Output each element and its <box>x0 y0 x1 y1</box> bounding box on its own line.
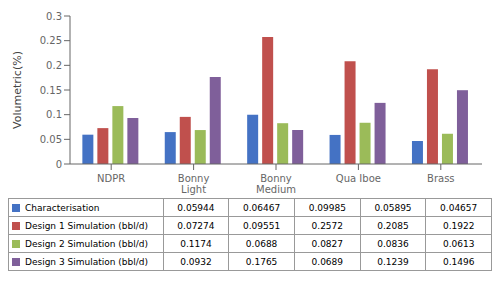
svg-text:Volumetric(%): Volumetric(%) <box>11 51 24 129</box>
svg-text:NDPR: NDPR <box>97 173 125 184</box>
html-text:0.05944: 0.05944 <box>177 203 215 213</box>
svg-text:0.25: 0.25 <box>40 35 62 46</box>
svg-text:Brass: Brass <box>427 173 455 184</box>
svg-text:0.1: 0.1 <box>46 109 62 120</box>
html-text:0.1765: 0.1765 <box>245 257 278 267</box>
html-text:Design 1 Simulation (bbl/d): Design 1 Simulation (bbl/d) <box>25 220 148 231</box>
html-text:0.05895: 0.05895 <box>374 203 412 213</box>
html-text:0.0613: 0.0613 <box>442 239 475 249</box>
html-text:0.06467: 0.06467 <box>243 203 281 213</box>
html-text:0.2085: 0.2085 <box>377 221 409 231</box>
svg-text:0.05: 0.05 <box>40 134 62 145</box>
html-text:0.1239: 0.1239 <box>377 257 409 267</box>
svg-text:0.15: 0.15 <box>40 85 62 96</box>
html-text:0.09985: 0.09985 <box>308 203 346 213</box>
html-text:0.07274: 0.07274 <box>177 221 215 231</box>
html-text:0.0836: 0.0836 <box>377 239 409 249</box>
svg-text:BonnyLight: BonnyLight <box>178 173 210 195</box>
html-text:0.09551: 0.09551 <box>243 221 281 231</box>
html-text:Design 3 Simulation (bbl/d): Design 3 Simulation (bbl/d) <box>25 256 148 267</box>
html-text:0.1922: 0.1922 <box>442 221 475 231</box>
html-text:0.1496: 0.1496 <box>442 257 475 267</box>
html-text:Characterisation: Characterisation <box>25 202 100 213</box>
html-text:0.0688: 0.0688 <box>245 239 278 249</box>
html-text:0.0932: 0.0932 <box>180 257 212 267</box>
html-text:0.0827: 0.0827 <box>311 239 343 249</box>
html-text:Design 2 Simulation (bbl/d): Design 2 Simulation (bbl/d) <box>25 238 148 249</box>
html-text:0.2572: 0.2572 <box>311 221 343 231</box>
html-text:0.04657: 0.04657 <box>440 203 478 213</box>
svg-text:0: 0 <box>56 159 62 170</box>
svg-text:0.2: 0.2 <box>46 60 62 71</box>
svg-text:BonnyMedium: BonnyMedium <box>256 173 296 195</box>
html-text:0.1174: 0.1174 <box>180 239 212 249</box>
svg-text:Qua Iboe: Qua Iboe <box>336 173 381 184</box>
html-text:0.0689: 0.0689 <box>311 257 343 267</box>
svg-text:0.3: 0.3 <box>46 11 62 22</box>
